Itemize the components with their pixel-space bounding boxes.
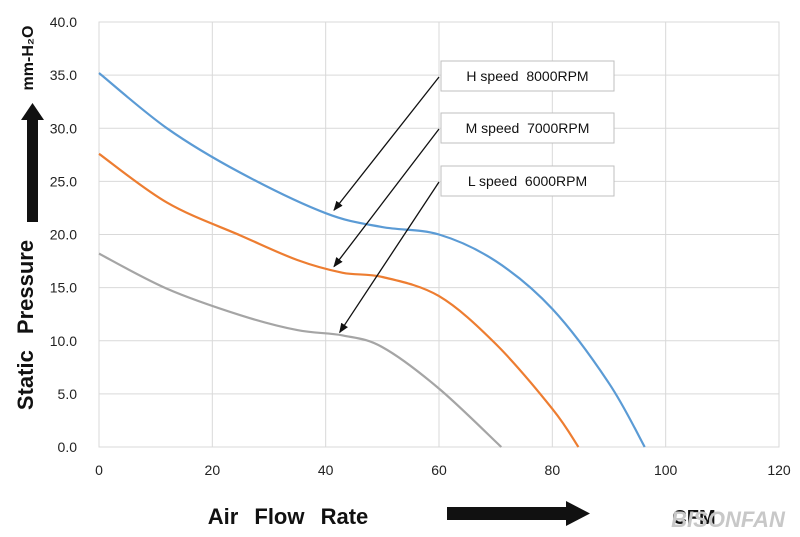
y-axis-arrow-head [21,103,44,120]
y-tick-label: 10.0 [50,333,77,349]
annotation-box [440,112,615,144]
annotation-label: L speed 6000RPM [468,173,587,189]
y-tick-label: 5.0 [58,386,78,402]
plot-border [98,21,780,448]
y-axis-arrow-shaft [27,118,38,222]
annotation-arrow [333,76,440,212]
y-axis-title: Static Pressure [13,240,38,410]
tick-labels: 0.0 5.0 10.0 15.0 20.0 25.0 30.0 35.0 40.0 0 20 40 6… [50,14,791,478]
series-layer [98,72,646,448]
x-tick-label: 20 [205,462,221,478]
annotation-arrow [333,128,440,268]
x-tick-label: 100 [654,462,678,478]
x-axis-arrow-head [566,501,590,526]
x-tick-label: 0 [95,462,103,478]
annotation-label: H speed 8000RPM [466,68,588,84]
bisonfan-logo: BISONFAN [671,507,786,532]
x-axis-arrow-shaft [447,507,569,520]
series-line [98,252,503,448]
y-tick-label: 40.0 [50,14,77,30]
y-axis-unit: mm-H₂O [20,26,37,91]
y-tick-label: 30.0 [50,120,77,136]
annotation-arrow [339,181,440,334]
y-tick-label: 25.0 [50,173,77,189]
x-tick-label: 60 [431,462,447,478]
x-tick-label: 40 [318,462,334,478]
annotation-label: M speed 7000RPM [466,120,590,136]
x-tick-label: 80 [545,462,561,478]
x-axis-unit: CFM [672,507,715,529]
series-line [98,72,646,448]
y-tick-label: 35.0 [50,67,77,83]
series-line [98,152,580,448]
annotations: H speed 8000RPM M speed 7000RPM L speed 60… [333,60,615,334]
annotation-box [440,165,615,197]
y-tick-label: 0.0 [58,439,78,455]
x-tick-label: 120 [767,462,791,478]
watermark-text: BISONFAN [671,507,786,532]
y-tick-label: 15.0 [50,280,77,296]
y-tick-label: 20.0 [50,227,77,243]
annotation-box [440,60,615,92]
x-axis-title: Air Flow Rate [208,504,369,529]
